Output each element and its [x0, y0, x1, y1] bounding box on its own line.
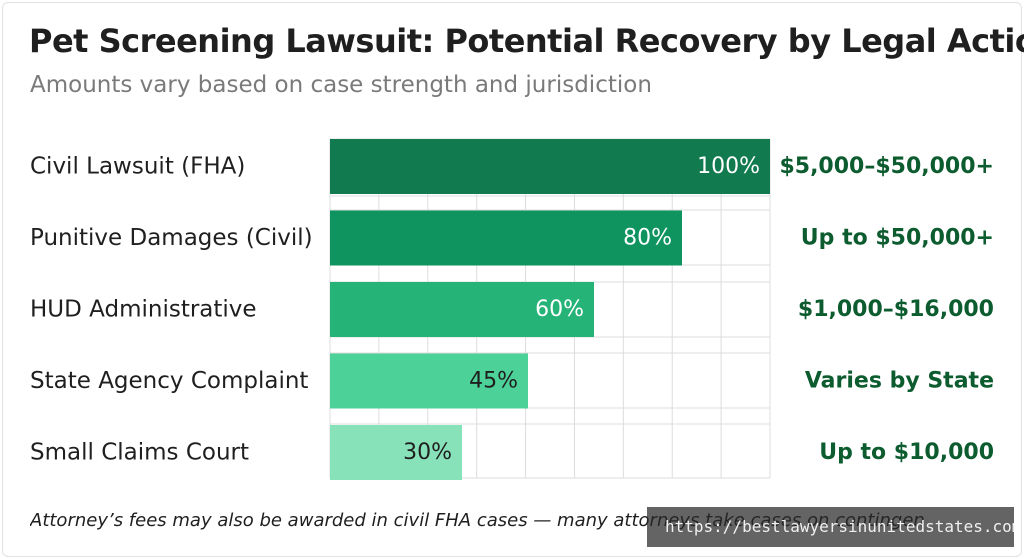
amount-label: $1,000–$16,000: [798, 297, 994, 322]
value-label: 100%: [697, 154, 760, 179]
value-label: 45%: [469, 369, 518, 394]
category-label: HUD Administrative: [30, 297, 257, 323]
bar: [330, 139, 770, 194]
category-label: Small Claims Court: [30, 440, 249, 466]
value-label: 60%: [535, 297, 584, 322]
amount-label: Up to $50,000+: [801, 226, 994, 251]
amount-label: Varies by State: [805, 369, 994, 394]
bar: [330, 210, 682, 266]
value-label: 80%: [623, 226, 672, 251]
category-label: State Agency Complaint: [30, 368, 308, 394]
chart-title: Pet Screening Lawsuit: Potential Recover…: [29, 22, 1024, 60]
watermark-url: https://bestlawyersinunitedstates.com/: [647, 507, 1014, 547]
category-label: Punitive Damages (Civil): [30, 225, 313, 251]
bar: [330, 353, 528, 409]
value-label: 30%: [403, 440, 452, 465]
chart-subtitle: Amounts vary based on case strength and …: [30, 72, 652, 98]
bars: [330, 139, 770, 480]
category-label: Civil Lawsuit (FHA): [30, 154, 245, 180]
amount-label: $5,000–$50,000+: [779, 154, 994, 179]
bar: [330, 282, 594, 337]
bar: [330, 425, 462, 480]
amount-label: Up to $10,000: [819, 440, 994, 465]
labels: Civil Lawsuit (FHA) 100% $5,000–$50,000+ Pu…: [30, 154, 994, 466]
